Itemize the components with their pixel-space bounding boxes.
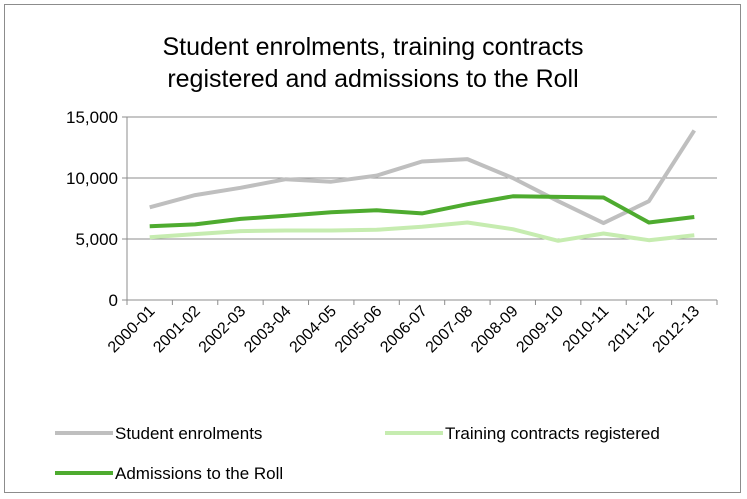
data-point [692, 215, 696, 219]
data-point [647, 199, 651, 203]
data-point [193, 193, 197, 197]
x-tick-label: 2011-12 [605, 303, 658, 356]
data-point [692, 128, 696, 132]
series-line-0 [149, 129, 696, 226]
gridlines [127, 116, 717, 240]
x-tick-label: 2002-03 [196, 303, 250, 357]
x-tick-label: 2008-09 [468, 303, 522, 357]
data-point [329, 228, 333, 232]
x-tick-label: 2000-01 [105, 303, 159, 357]
chart-title-line-2: registered and admissions to the Roll [167, 65, 578, 93]
data-point [284, 177, 288, 181]
data-point [511, 194, 515, 198]
legend-label: Training contracts registered [445, 424, 660, 443]
y-tick-label: 5,000 [75, 230, 118, 249]
x-tick-label: 2010-11 [560, 303, 613, 356]
chart-title-line-1: Student enrolments, training contracts [162, 33, 583, 61]
x-tick-label: 2009-10 [513, 303, 567, 357]
legend-label: Student enrolments [115, 424, 262, 443]
data-point [602, 232, 606, 236]
data-point [148, 235, 152, 239]
data-point [602, 196, 606, 200]
data-point [602, 221, 606, 225]
data-point [465, 221, 469, 225]
series-lines [148, 128, 696, 243]
data-point [465, 157, 469, 161]
data-point [647, 221, 651, 225]
x-tick-label: 2005-06 [332, 303, 386, 357]
data-point [556, 195, 560, 199]
data-point [284, 228, 288, 232]
data-point [238, 186, 242, 190]
axes: 05,00010,00015,0002000-012001-022002-032… [66, 108, 718, 357]
data-point [465, 202, 469, 206]
data-point [375, 228, 379, 232]
data-point [375, 208, 379, 212]
data-point [148, 224, 152, 228]
chart-frame: Student enrolments, training contracts r… [4, 4, 741, 493]
data-point [193, 232, 197, 236]
data-point [420, 211, 424, 215]
data-point [148, 205, 152, 209]
y-tick-label: 10,000 [66, 169, 118, 188]
data-point [420, 225, 424, 229]
x-tick-label: 2001-02 [150, 303, 204, 357]
data-point [511, 227, 515, 231]
data-point [329, 180, 333, 184]
data-point [193, 222, 197, 226]
legend: Student enrolments Training contracts reg… [55, 424, 660, 483]
chart-title: Student enrolments, training contracts r… [162, 33, 583, 93]
line-chart: Student enrolments, training contracts r… [55, 33, 718, 483]
series-line-2 [149, 194, 695, 229]
data-point [329, 210, 333, 214]
x-tick-label: 2006-07 [377, 303, 431, 357]
y-tick-label: 0 [109, 291, 118, 310]
series-line-1 [149, 220, 695, 243]
data-point [238, 217, 242, 221]
data-point [511, 176, 515, 180]
x-tick-label: 2007-08 [423, 303, 477, 357]
data-point [692, 233, 696, 237]
data-point [556, 239, 560, 243]
data-point [284, 214, 288, 218]
y-tick-label: 15,000 [66, 108, 118, 127]
data-point [375, 174, 379, 178]
data-point [556, 199, 560, 203]
data-point [238, 229, 242, 233]
x-tick-label: 2003-04 [241, 303, 295, 357]
data-point [647, 238, 651, 242]
data-point [420, 160, 424, 164]
x-tick-label: 2012-13 [650, 303, 704, 357]
x-tick-label: 2004-05 [287, 303, 341, 357]
legend-label: Admissions to the Roll [115, 464, 283, 483]
